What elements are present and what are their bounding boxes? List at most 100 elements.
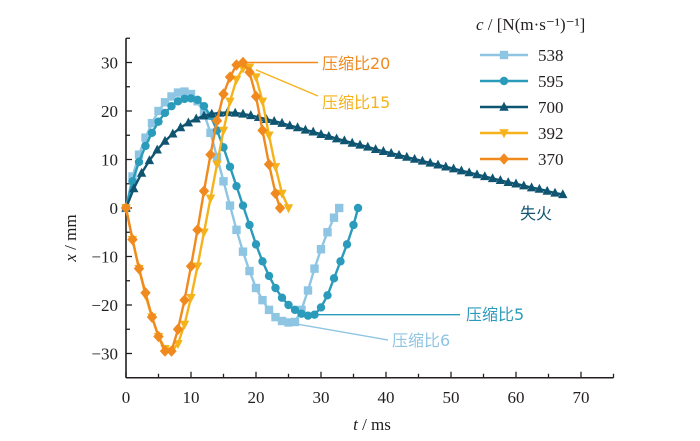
data-point-392 bbox=[225, 97, 235, 107]
data-point-700 bbox=[168, 128, 178, 138]
axes: 30 20 10 0 −10 −20 −30 0 10 20 30 40 50 60 70 bbox=[91, 37, 615, 407]
legend-label: 392 bbox=[538, 124, 564, 143]
data-point-392 bbox=[179, 320, 190, 330]
legend-label: 700 bbox=[538, 98, 564, 117]
data-point-595 bbox=[349, 220, 358, 230]
data-point-538 bbox=[206, 128, 215, 138]
data-point-538 bbox=[323, 228, 332, 237]
data-point-370 bbox=[205, 148, 216, 161]
x-tick-label: 70 bbox=[573, 388, 590, 407]
data-point-595 bbox=[316, 303, 326, 312]
data-point-595 bbox=[199, 101, 209, 111]
data-point-595 bbox=[134, 157, 144, 167]
data-point-595 bbox=[310, 310, 319, 319]
series-370 bbox=[120, 56, 286, 357]
data-point-700 bbox=[183, 117, 194, 127]
data-point-538 bbox=[186, 89, 196, 99]
y-tick-label: 10 bbox=[101, 151, 118, 170]
data-point-700 bbox=[277, 117, 287, 127]
data-point-700 bbox=[558, 189, 568, 199]
annotation-compression-20: 压缩比20 bbox=[322, 54, 390, 73]
x-tick-label: 10 bbox=[183, 388, 200, 407]
data-point-392 bbox=[205, 194, 216, 204]
data-point-700 bbox=[386, 147, 396, 157]
x-tick-label: 30 bbox=[313, 388, 330, 407]
data-point-700 bbox=[199, 110, 209, 120]
data-point-595 bbox=[193, 95, 202, 105]
data-point-538 bbox=[160, 98, 170, 107]
series-line-538 bbox=[124, 90, 341, 324]
data-point-595 bbox=[141, 141, 150, 151]
data-point-700 bbox=[487, 173, 498, 183]
legend-item-700: 700 bbox=[480, 98, 564, 117]
data-point-538 bbox=[225, 201, 235, 210]
data-point-700 bbox=[472, 169, 482, 179]
data-point-595 bbox=[225, 162, 235, 171]
data-point-595 bbox=[251, 240, 261, 249]
data-point-595 bbox=[290, 305, 300, 315]
data-point-595 bbox=[245, 220, 254, 230]
data-point-538 bbox=[180, 87, 189, 96]
data-point-392 bbox=[186, 294, 196, 303]
annotation-compression-15: 压缩比15 bbox=[322, 93, 390, 112]
data-point-700 bbox=[331, 133, 342, 143]
annotation-compression-6: 压缩比6 bbox=[392, 331, 450, 350]
annotation-misfire: 失火 bbox=[520, 204, 552, 223]
data-point-370 bbox=[159, 345, 171, 357]
data-point-370 bbox=[192, 224, 203, 236]
data-point-538 bbox=[212, 152, 222, 162]
annotations: 压缩比20 压缩比15 失火 压缩比5 压缩比6 bbox=[246, 54, 552, 350]
data-point-700 bbox=[175, 122, 186, 132]
legend-item-595: 595 bbox=[480, 72, 564, 91]
legend-title: c / [N(m·s⁻¹)⁻¹] bbox=[476, 15, 585, 34]
data-point-700 bbox=[269, 115, 279, 125]
y-tick-label: −20 bbox=[91, 296, 118, 315]
data-point-370 bbox=[231, 59, 242, 71]
data-point-392 bbox=[212, 160, 222, 170]
data-point-392 bbox=[277, 189, 287, 199]
data-point-700 bbox=[534, 183, 545, 193]
data-point-538 bbox=[128, 172, 137, 181]
data-point-700 bbox=[129, 183, 139, 193]
data-point-700 bbox=[425, 157, 435, 167]
data-point-595 bbox=[303, 311, 313, 320]
data-point-700 bbox=[433, 159, 443, 169]
data-point-392 bbox=[283, 204, 294, 214]
legend-title-var: c bbox=[476, 15, 484, 34]
data-point-700 bbox=[542, 185, 552, 195]
data-point-595 bbox=[353, 203, 363, 213]
data-point-595 bbox=[271, 283, 280, 293]
legend-label: 538 bbox=[538, 46, 564, 65]
data-point-700 bbox=[495, 175, 506, 185]
data-point-370 bbox=[237, 56, 249, 69]
data-point-370 bbox=[166, 345, 177, 357]
annotation-leader-6 bbox=[298, 323, 389, 341]
annotation-leader-15 bbox=[255, 69, 319, 97]
legend: c / [N(m·s⁻¹)⁻¹] 538 595 700 392 370 bbox=[476, 15, 585, 169]
data-point-700 bbox=[300, 124, 311, 134]
data-point-370 bbox=[270, 187, 281, 200]
data-point-538 bbox=[335, 203, 344, 213]
data-point-538 bbox=[238, 247, 248, 256]
data-point-370 bbox=[211, 115, 223, 127]
data-point-370 bbox=[127, 233, 138, 246]
data-point-392 bbox=[251, 73, 261, 83]
data-point-700 bbox=[144, 155, 155, 165]
data-point-538 bbox=[154, 106, 163, 116]
data-point-700 bbox=[238, 108, 248, 118]
data-point-700 bbox=[503, 177, 513, 186]
data-point-370 bbox=[179, 294, 190, 306]
legend-title-rest: / [N(m·s⁻¹)⁻¹] bbox=[484, 15, 586, 34]
data-point-392 bbox=[192, 262, 203, 272]
data-point-370 bbox=[133, 262, 145, 275]
data-point-370 bbox=[224, 71, 236, 83]
data-point-370 bbox=[140, 287, 151, 299]
x-tick-label: 0 bbox=[122, 388, 131, 407]
data-point-700 bbox=[448, 163, 459, 173]
data-point-392 bbox=[257, 97, 268, 107]
data-point-370 bbox=[244, 66, 255, 78]
x-tick-label: 20 bbox=[248, 388, 265, 407]
data-point-538 bbox=[251, 283, 261, 293]
legend-item-392: 392 bbox=[480, 124, 564, 143]
data-point-538 bbox=[141, 133, 150, 142]
